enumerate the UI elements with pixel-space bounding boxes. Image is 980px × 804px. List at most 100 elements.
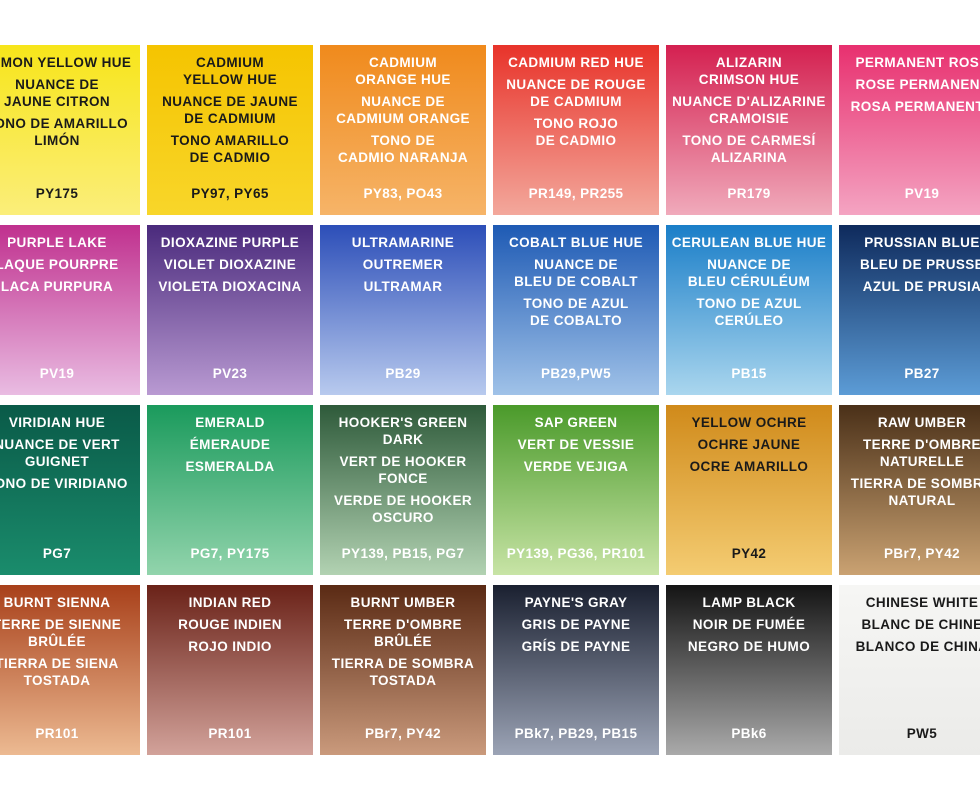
name-line: CRAMOISIE [708,111,790,126]
pigment-code: PR101 [35,726,79,741]
swatch: PERMANENT ROSE ROSE PERMANENT ROSA PERMANE… [839,45,980,215]
swatch-names: CADMIUM YELLOW HUE NUANCE DE JAUNE DE CADMI… [127,54,333,171]
name-group: TERRE D'OMBRE BRÛLÉE [300,616,506,650]
name-line: TIERRA DE SOMBRA [850,476,980,491]
swatch: ULTRAMARINE OUTREMER ULTRAMAR PB29 [320,225,486,395]
name-group: VIOLET DIOXAZINE [127,256,333,273]
swatch-names: YELLOW OCHRE OCHRE JAUNE OCRE AMARILLO [646,414,852,480]
swatch: CERULEAN BLUE HUE NUANCE DE BLEU CÉRULÉUM T… [666,225,832,395]
name-group: VERDE DE HOOKER OSCURO [300,492,506,526]
name-group: NUANCE DE ROUGE DE CADMIUM [473,76,679,110]
name-line: VIOLETA DIOXACINA [158,279,302,294]
name-group: LEMON YELLOW HUE [0,54,160,71]
name-group: NUANCE DE JAUNE DE CADMIUM [127,93,333,127]
swatch-names: BURNT SIENNA TERRE DE SIENNE BRÛLÉE TIERRA … [0,594,160,694]
name-group: OUTREMER [300,256,506,273]
name-line: ALIZARIN [715,55,783,70]
name-group: SAP GREEN [473,414,679,431]
name-group: INDIAN RED [127,594,333,611]
name-group: VERT DE HOOKER FONCE [300,453,506,487]
name-group: YELLOW OCHRE [646,414,852,431]
name-group: TERRE DE SIENNE BRÛLÉE [0,616,160,650]
pigment-code: PB29,PW5 [541,366,611,381]
name-line: NUANCE DE [15,77,99,92]
name-line: CHINESE WHITE [865,595,979,610]
name-line: LAMP BLACK [702,595,796,610]
name-line: COBALT BLUE HUE [509,235,643,250]
name-line: VERT DE HOOKER [339,454,467,469]
name-group: BLANC DE CHINE [819,616,980,633]
name-line: NUANCE DE JAUNE [162,94,298,109]
name-line: NUANCE DE [534,257,618,272]
swatch-names: ALIZARIN CRIMSON HUE NUANCE D'ALIZARINE CRA… [646,54,852,171]
swatch: CADMIUM ORANGE HUE NUANCE DE CADMIUM ORANGE… [320,45,486,215]
swatch: INDIAN RED ROUGE INDIEN ROJO INDIO PR101 [147,585,313,755]
name-group: TIERRA DE SOMBRA TOSTADA [300,655,506,689]
name-group: HOOKER'S GREEN DARK [300,414,506,448]
name-line: NUANCE DE [707,257,791,272]
name-line: TONO DE VIRIDIANO [0,476,128,491]
swatch: LEMON YELLOW HUE NUANCE DE JAUNE CITRON TON… [0,45,140,215]
name-group: ALIZARIN CRIMSON HUE [646,54,852,88]
name-group: TONO DE VIRIDIANO [0,475,160,492]
swatch: VIRIDIAN HUE NUANCE DE VERT GUIGNET TONO DE… [0,405,140,575]
name-line: TIERRA DE SOMBRA [331,656,475,671]
swatch-names: COBALT BLUE HUE NUANCE DE BLEU DE COBALT TO… [473,234,679,334]
name-line: DARK [382,432,424,447]
swatch: LAMP BLACK NOIR DE FUMÉE NEGRO DE HUMO PBk6 [666,585,832,755]
name-group: EMERALD [127,414,333,431]
swatch: YELLOW OCHRE OCHRE JAUNE OCRE AMARILLO PY42 [666,405,832,575]
name-group: TONO AMARILLO DE CADMIO [127,132,333,166]
name-group: PERMANENT ROSE [819,54,980,71]
name-group: GRIS DE PAYNE [473,616,679,633]
name-line: BLANC DE CHINE [861,617,980,632]
name-group: ROSE PERMANENT [819,76,980,93]
name-group: NUANCE DE CADMIUM ORANGE [300,93,506,127]
name-group: ULTRAMARINE [300,234,506,251]
name-line: ROSA PERMANENTE [850,99,980,114]
name-line: BURNT UMBER [350,595,456,610]
pigment-code: PY97, PY65 [191,186,269,201]
name-line: FONCE [378,471,428,486]
name-line: DE CADMIUM [530,94,622,109]
name-line: TERRE D'OMBRE [863,437,980,452]
name-line: DE CADMIO [189,150,271,165]
name-line: JAUNE CITRON [3,94,111,109]
name-line: OCHRE JAUNE [697,437,801,452]
name-group: ESMERALDA [127,458,333,475]
name-line: OCRE AMARILLO [689,459,809,474]
name-group: NUANCE DE VERT GUIGNET [0,436,160,470]
name-line: PURPLE LAKE [7,235,107,250]
swatch: ALIZARIN CRIMSON HUE NUANCE D'ALIZARINE CRA… [666,45,832,215]
pigment-code: PY139, PB15, PG7 [341,546,465,561]
swatch-names: CERULEAN BLUE HUE NUANCE DE BLEU CÉRULÉUM T… [646,234,852,334]
pigment-code: PY139, PG36, PR101 [506,546,646,561]
name-group: TONO DE AMARILLO LIMÓN [0,115,160,149]
name-group: AZUL DE PRUSIA [819,278,980,295]
name-line: CADMIUM [195,55,265,70]
name-group: ROJO INDIO [127,638,333,655]
name-group: OCRE AMARILLO [646,458,852,475]
name-line: SAP GREEN [534,415,618,430]
name-group: VERDE VEJIGA [473,458,679,475]
pigment-code: PR101 [208,726,252,741]
pigment-code: PR179 [727,186,771,201]
name-group: LAMP BLACK [646,594,852,611]
swatch: BURNT SIENNA TERRE DE SIENNE BRÛLÉE TIERRA … [0,585,140,755]
name-group: DIOXAZINE PURPLE [127,234,333,251]
name-line: DIOXAZINE PURPLE [160,235,300,250]
name-line: TONO DE [370,133,436,148]
name-group: CADMIUM RED HUE [473,54,679,71]
pigment-code: PB29 [385,366,421,381]
name-line: TONO DE AZUL [523,296,629,311]
name-line: BLEU CÉRULÉUM [687,274,811,289]
swatch-names: ULTRAMARINE OUTREMER ULTRAMAR [300,234,506,300]
name-line: CADMIUM [368,55,438,70]
swatch-names: CHINESE WHITE BLANC DE CHINE BLANCO DE CHI… [819,594,980,660]
name-group: TONO ROJO DE CADMIO [473,115,679,149]
name-group: TIERRA DE SIENA TOSTADA [0,655,160,689]
name-group: LACA PURPURA [0,278,160,295]
name-group: VERT DE VESSIE [473,436,679,453]
name-line: TONO DE AMARILLO [0,116,129,131]
name-line: LACA PURPURA [0,279,114,294]
